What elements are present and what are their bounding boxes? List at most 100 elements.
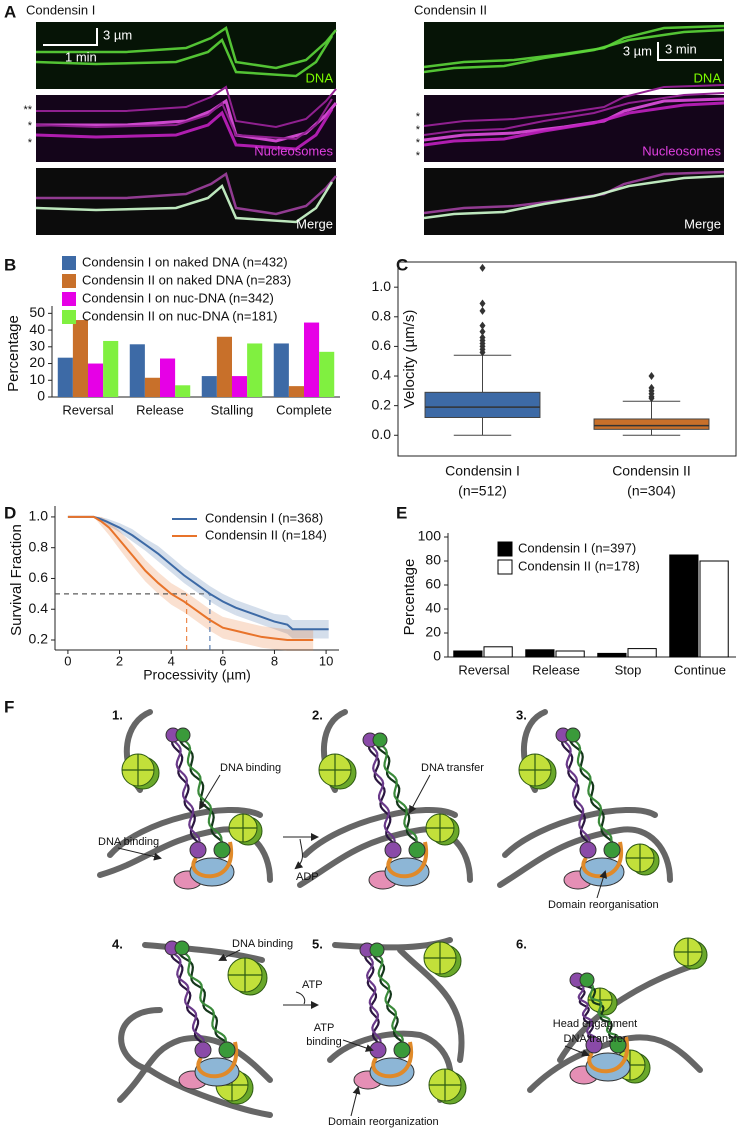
asterisk: * [416,111,421,123]
annotation: ATP [314,1022,335,1034]
coiled-coil [372,949,404,1052]
y-tick-label: 50 [29,304,45,320]
bar [627,648,657,658]
legend-swatch [497,559,513,575]
x-tick-label: Complete [276,402,332,417]
kymo-trace [423,174,725,220]
x-tick-label: Condensin II [612,463,691,479]
asterisk: * [28,137,33,149]
hinge [369,942,385,958]
coiled-coil [177,948,228,1052]
kymo-trace [35,181,334,224]
coiled-coil [568,735,613,852]
x-axis-label: Processivity (µm) [143,667,251,683]
annotation: binding [306,1036,341,1048]
survival-line [67,515,314,641]
dna [117,942,273,1118]
step-number: 5. [312,936,323,951]
y-tick-label: 40 [425,600,441,616]
bar [319,351,335,397]
legend-label: Condensin II on naked DNA (n=283) [82,272,291,287]
hinge [372,732,388,748]
x-tick-label: Continue [674,662,726,677]
legend-swatch [62,292,76,306]
y-tick-label: 0 [433,648,441,664]
x-tick-label: Stop [615,662,642,677]
annotation: ATP [302,979,323,991]
panel-letter: E [396,503,407,522]
asterisk: ** [23,104,32,116]
x-tick-label: 8 [271,653,278,668]
x-tick-label: 6 [219,653,226,668]
scale-time: 1 min [65,49,97,64]
kymo-trace [35,35,334,78]
pointer-arrow [117,847,162,861]
heat-subunit [384,857,430,887]
bar [288,386,304,397]
x-tick-label: 2 [116,653,123,668]
bar [247,343,263,397]
legend-label: Condensin II (n=178) [518,558,640,573]
annotation: DNA binding [98,836,159,848]
bar [273,343,289,397]
bar [103,340,119,397]
head [218,1041,236,1059]
nucleosome-cross [519,754,551,786]
bar [699,560,729,658]
kymo-trace [35,98,333,141]
heat-subunit [194,1057,240,1087]
nucleosome-cross [429,1069,461,1101]
y-tick-label: 60 [425,576,441,592]
asterisk: * [28,120,33,132]
channel-label: Nucleosomes [254,143,333,158]
bar [144,377,160,397]
heat-subunit [189,857,235,887]
pointer-arrow [218,949,241,961]
nucleosome-cross [424,942,456,974]
box [424,391,541,418]
bar [232,376,248,397]
bar [597,652,627,658]
bar [175,385,191,397]
kymo-trace [423,84,725,127]
bar [201,376,217,397]
bar [57,357,73,397]
flier [479,299,486,308]
kymo-trace [36,85,337,129]
x-tick-label: 4 [168,653,175,668]
y-axis-label: Survival Fraction [8,524,25,636]
panel-letter: D [4,503,16,522]
flier [479,348,486,357]
y-tick-label: 0.6 [29,569,49,585]
kymograph [36,22,336,89]
channel-label: Merge [296,216,333,231]
x-tick-label: Reversal [458,662,509,677]
flier [479,263,486,272]
nucleosome-cross [626,844,654,872]
coiled-coil [559,735,591,851]
flier [479,327,486,336]
kymo-title: Condensin II [414,2,487,17]
flier [479,306,486,315]
bar [453,650,483,658]
y-tick-label: 20 [29,354,45,370]
y-tick-label: 30 [29,338,45,354]
step-number: 4. [112,936,123,951]
coiled-coil [568,735,616,850]
y-tick-label: 1.0 [372,278,392,294]
kymograph [36,168,336,235]
coiled-coil [375,740,421,850]
y-tick-label: 0.4 [29,600,49,616]
hinge [579,972,595,988]
legend-label: Condensin I (n=368) [205,510,323,525]
y-tick-label: 80 [425,552,441,568]
x-tick-label: 0 [64,653,71,668]
bar [72,320,88,397]
head [408,841,426,859]
channel-label: Nucleosomes [642,143,721,158]
asterisk: * [416,124,421,136]
nucleosome-cross [319,754,351,786]
head [194,1041,212,1059]
head [585,1036,603,1054]
